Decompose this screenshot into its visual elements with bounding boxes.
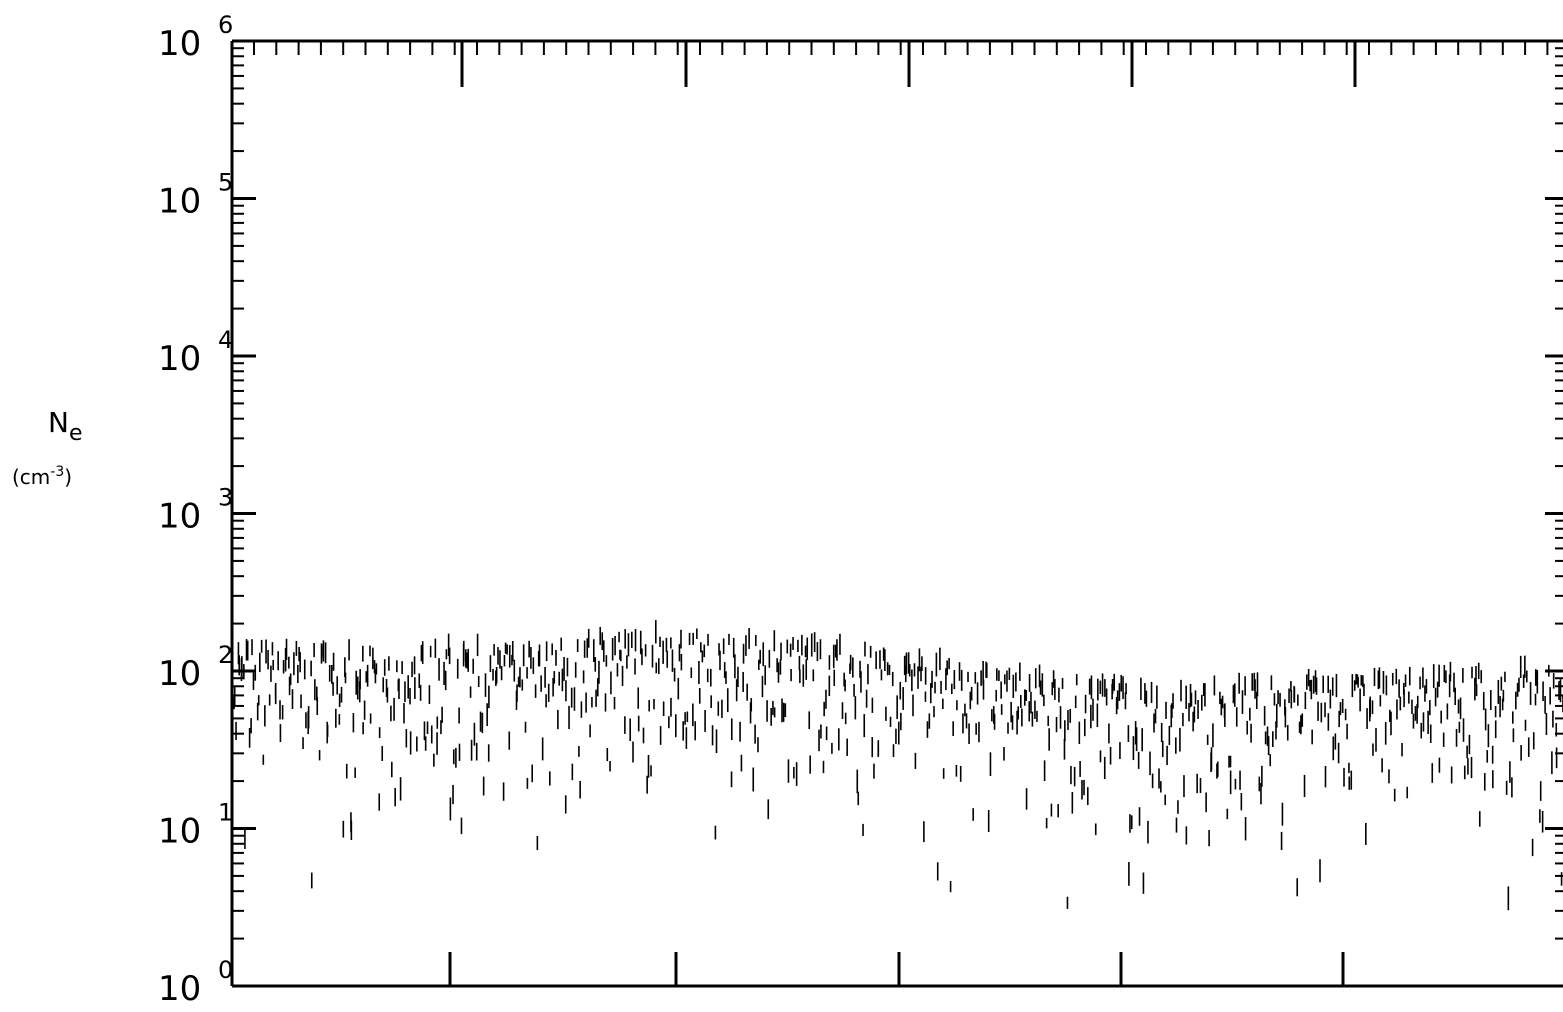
y-axis-label-subscript: e (69, 421, 83, 446)
axes (230, 39, 1563, 988)
y-axis-unit-close: ) (64, 465, 72, 489)
y-tick-exponent: 6 (218, 11, 233, 39)
y-tick-exponent: 3 (218, 484, 233, 512)
y-tick-label: 10 (158, 654, 201, 694)
y-tick-label: 10 (158, 24, 201, 64)
y-tick-label: 10 (158, 182, 201, 222)
y-tick-label: 10 (158, 339, 201, 379)
y-axis-unit: (cm-3) (12, 464, 72, 489)
y-axis-label: Ne (48, 406, 83, 446)
axis-labels: Ne (cm-3) (12, 406, 83, 489)
y-tick-exponent: 1 (218, 799, 233, 827)
y-tick-exponent: 4 (218, 326, 233, 354)
y-tick-labels: 10 0 10 1 10 2 10 3 10 4 10 5 10 6 (158, 11, 233, 1009)
y-tick-label: 10 (158, 969, 201, 1009)
ticks (232, 39, 1563, 988)
data-marks (231, 620, 1563, 911)
y-tick-exponent: 0 (218, 956, 233, 984)
y-tick-label: 10 (158, 497, 201, 537)
y-tick-label: 10 (158, 812, 201, 852)
y-tick-exponent: 2 (218, 641, 233, 669)
y-tick-exponent: 5 (218, 169, 233, 197)
y-axis-unit-exponent: -3 (50, 464, 64, 480)
